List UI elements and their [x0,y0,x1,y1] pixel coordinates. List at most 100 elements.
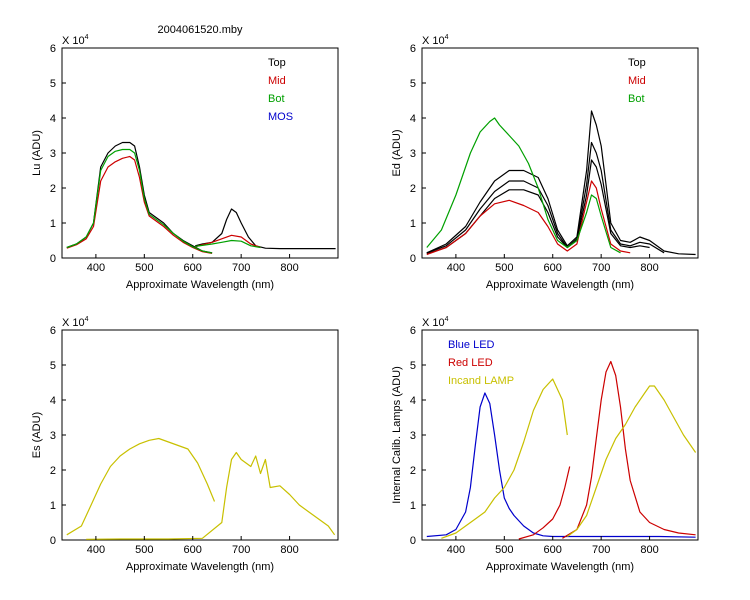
y-tick-label: 5 [50,78,56,90]
y-tick-label: 3 [50,430,56,442]
y-tick-label: 3 [410,148,416,160]
chart-title: 2004061520.mby [157,24,243,36]
plot-frame [61,329,339,541]
x-tick-label: 600 [544,262,562,274]
axis-multiplier-exponent: 4 [85,316,89,323]
y-tick-label: 4 [410,395,416,407]
series-line-top [426,159,650,255]
series-line-mid [195,234,261,249]
legend-entry: Bot [628,93,645,105]
y-tick-label: 5 [50,360,56,372]
y-axis-label: Internal Calib. Lamps (ADU) [391,366,403,504]
y-tick-label: 1 [50,500,56,512]
y-tick-label: 2 [50,465,56,477]
y-axis-label: Es (ADU) [31,412,43,458]
series-line-blue-led [426,392,696,538]
y-tick-label: 6 [50,325,56,337]
axis-multiplier: X 104 [422,34,449,47]
x-tick-label: 700 [592,262,610,274]
legend-entry: Top [628,57,646,69]
series-line-es [66,437,216,536]
axis-multiplier-exponent: 4 [85,34,89,41]
y-tick-label: 4 [50,113,56,125]
x-tick-label: 700 [592,544,610,556]
series-line-bot [195,239,261,249]
y-tick-label: 6 [410,325,416,337]
series-line-red-led [562,360,696,539]
x-tick-label: 500 [495,262,513,274]
axis-multiplier-base: X 10 [62,35,85,47]
x-axis-label: Approximate Wavelength (nm) [126,279,274,291]
y-tick-label: 5 [410,78,416,90]
series-line-incand-lamp [566,385,697,537]
y-tick-label: 4 [50,395,56,407]
legend-entry: Bot [268,93,285,105]
y-tick-label: 2 [410,183,416,195]
x-tick-label: 500 [135,262,153,274]
plot-frame [61,47,339,259]
y-tick-label: 1 [410,500,416,512]
x-tick-label: 400 [87,262,105,274]
y-tick-label: 6 [410,43,416,55]
series-line-red-led [518,466,571,540]
legend-entry: Red LED [448,357,493,369]
y-tick-label: 1 [50,218,56,230]
y-tick-label: 0 [50,535,56,547]
series-line-bot [426,117,621,254]
x-tick-label: 600 [184,262,202,274]
y-tick-label: 4 [410,113,416,125]
legend-entry: Mid [628,75,646,87]
x-tick-label: 600 [184,544,202,556]
y-tick-label: 0 [410,535,416,547]
x-axis-label: Approximate Wavelength (nm) [486,561,634,573]
x-tick-label: 400 [447,544,465,556]
x-tick-label: 700 [232,544,250,556]
x-axis-label: Approximate Wavelength (nm) [126,561,274,573]
y-tick-label: 5 [410,360,416,372]
x-tick-label: 500 [495,544,513,556]
x-tick-label: 400 [447,262,465,274]
y-tick-label: 0 [410,253,416,265]
y-tick-label: 2 [410,465,416,477]
y-tick-label: 6 [50,43,56,55]
x-tick-label: 800 [640,544,658,556]
axis-multiplier-exponent: 4 [445,34,449,41]
x-tick-label: 800 [280,262,298,274]
axis-multiplier-exponent: 4 [445,316,449,323]
x-tick-label: 800 [640,262,658,274]
y-axis-label: Ed (ADU) [391,129,403,176]
legend-entry: Mid [268,75,286,87]
y-tick-label: 0 [50,253,56,265]
legend-entry: MOS [268,111,293,123]
legend-entry: Blue LED [448,339,495,351]
x-tick-label: 400 [87,544,105,556]
series-line-top [426,141,665,254]
y-axis-label: Lu (ADU) [31,130,43,176]
y-tick-label: 3 [50,148,56,160]
axis-multiplier: X 104 [62,34,89,47]
axis-multiplier-base: X 10 [62,317,85,329]
series-line-top [426,110,696,256]
series-line-mid [426,180,631,256]
series-line-mid [66,155,213,254]
x-tick-label: 800 [280,544,298,556]
legend-entry: Top [268,57,286,69]
series-line-top [66,141,213,254]
y-tick-label: 1 [410,218,416,230]
axis-multiplier-base: X 10 [422,317,445,329]
x-tick-label: 500 [135,544,153,556]
axis-multiplier: X 104 [422,316,449,329]
y-tick-label: 2 [50,183,56,195]
x-tick-label: 700 [232,262,250,274]
x-axis-label: Approximate Wavelength (nm) [486,279,634,291]
axis-multiplier-base: X 10 [422,35,445,47]
series-line-es [86,451,336,540]
y-tick-label: 3 [410,430,416,442]
series-line-top [195,208,336,250]
series-line-incand-lamp [441,378,568,539]
